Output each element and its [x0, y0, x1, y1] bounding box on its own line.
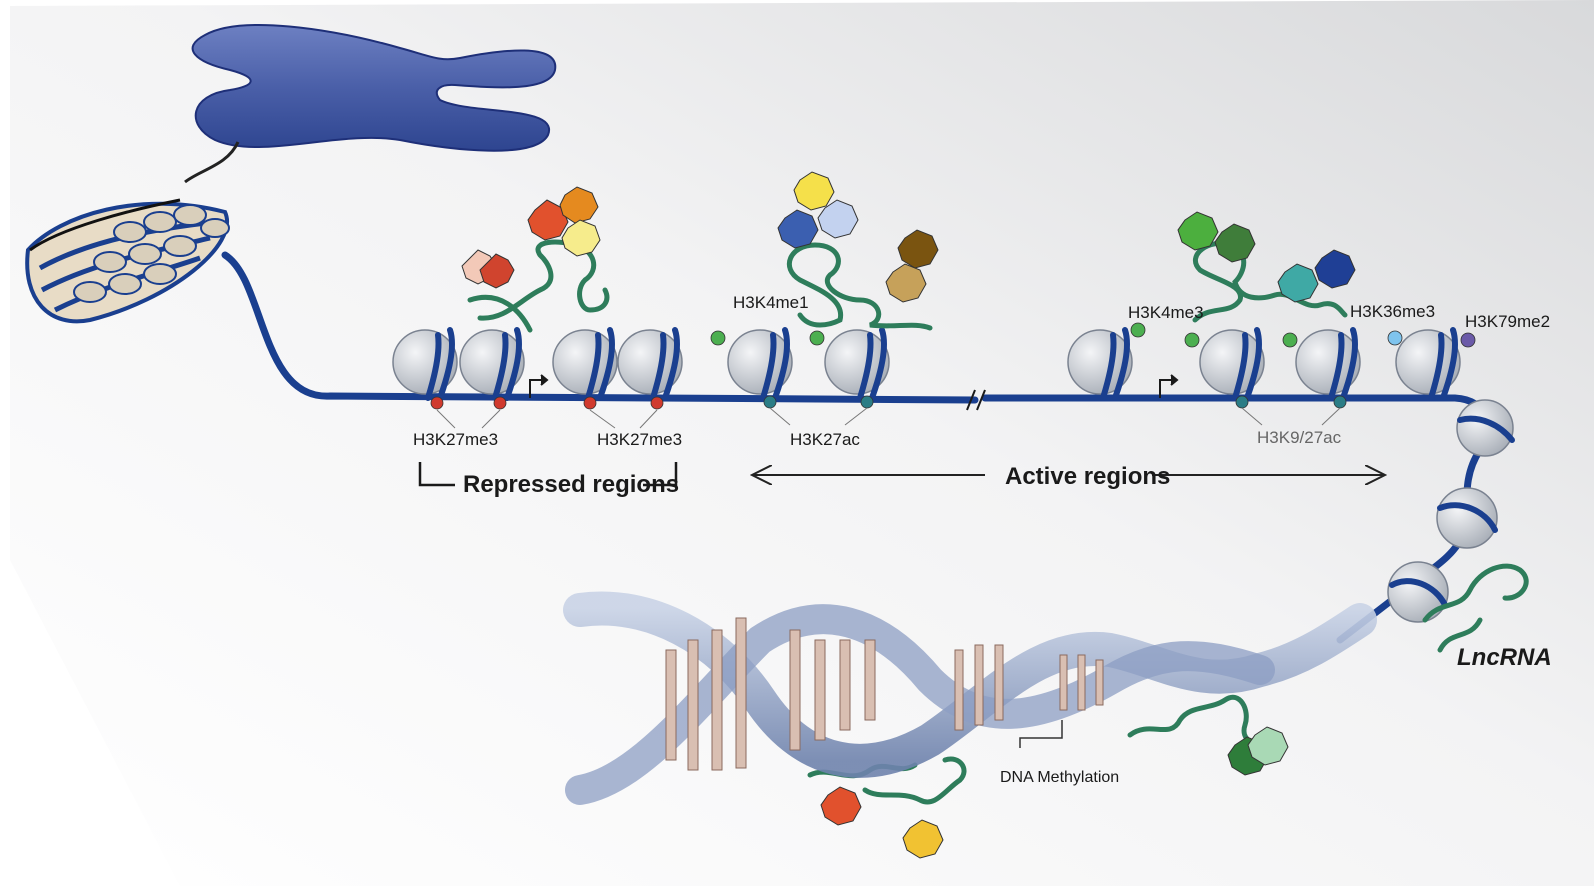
repressed-bracket-left	[418, 462, 455, 487]
label-h3k4me1: H3K4me1	[733, 293, 809, 312]
label-h3k4me3: H3K4me3	[1128, 303, 1204, 322]
label-dna-methylation: DNA Methylation	[1000, 769, 1119, 786]
protein-complex-icon	[461, 171, 1356, 859]
label-leaders	[436, 407, 1341, 429]
label-h3k9-27ac: H3K9/27ac	[1257, 428, 1342, 447]
label-h3k27me3-right: H3K27me3	[597, 430, 682, 449]
transcription-start-arrow-icon	[529, 374, 1179, 398]
repressed-bracket-right	[643, 462, 678, 487]
chromosome-icon	[191, 24, 557, 152]
chromatin-fiber-icon	[25, 198, 230, 324]
label-active-regions: Active regions	[1005, 463, 1170, 490]
label-h3k27me3-left: H3K27me3	[413, 430, 498, 449]
label-repressed-regions: Repressed regions	[463, 471, 679, 498]
histone-mark-icon	[430, 322, 1476, 410]
dna-wraps	[425, 327, 1515, 608]
dna-methylation-bracket	[1019, 720, 1063, 748]
chromatin-backbone	[221, 251, 979, 404]
label-lncrna: LncRNA	[1457, 644, 1552, 671]
label-h3k27ac: H3K27ac	[790, 430, 860, 449]
break-marks	[966, 389, 986, 411]
label-h3k36me3: H3K36me3	[1350, 302, 1435, 321]
label-h3k79me2: H3K79me2	[1465, 312, 1550, 331]
dna-helix-icon	[563, 591, 1377, 805]
